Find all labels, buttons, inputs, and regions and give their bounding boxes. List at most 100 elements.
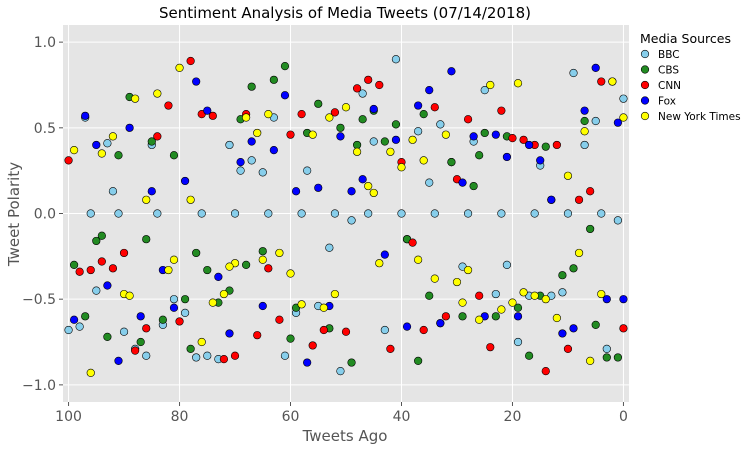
data-point-cnn [75, 267, 84, 276]
data-point-bbc [297, 209, 306, 218]
data-point-new-york-times [508, 298, 517, 307]
data-point-cnn [619, 324, 628, 333]
data-point-bbc [502, 260, 512, 270]
data-point-cbs [158, 315, 167, 324]
data-point-fox [247, 137, 256, 146]
data-point-fox [169, 303, 179, 312]
data-point-bbc [613, 216, 623, 225]
data-point-fox [414, 101, 423, 110]
data-point-bbc [619, 94, 628, 103]
legend-label: Fox [658, 96, 676, 108]
data-point-cbs [480, 128, 489, 138]
data-point-new-york-times [475, 315, 484, 324]
legend-label: CNN [658, 80, 681, 92]
data-point-cnn [97, 257, 106, 266]
data-points [64, 55, 628, 377]
data-point-bbc [569, 68, 578, 78]
data-point-cnn [497, 106, 506, 115]
data-point-new-york-times [563, 171, 573, 180]
data-point-new-york-times [219, 289, 229, 299]
data-point-fox [525, 140, 534, 150]
data-point-cbs [558, 271, 567, 280]
data-point-fox [580, 106, 589, 115]
data-point-fox [236, 157, 245, 167]
data-point-cbs [469, 181, 478, 191]
data-point-new-york-times [386, 147, 395, 156]
data-point-bbc [92, 286, 101, 295]
legend-item-new-york-times: New York Times [640, 111, 741, 123]
data-point-cbs [280, 62, 290, 71]
data-point-fox [69, 315, 79, 324]
data-point-cbs [103, 332, 112, 341]
data-point-fox [203, 106, 212, 115]
data-point-bbc [103, 139, 112, 148]
y-axis-label: Tweet Polarity [5, 162, 23, 267]
data-point-new-york-times [408, 135, 417, 144]
data-point-cnn [563, 344, 573, 353]
data-point-new-york-times [619, 113, 628, 122]
data-point-bbc [430, 209, 439, 218]
data-point-cbs [569, 264, 578, 273]
data-point-fox [336, 132, 345, 141]
x-tick-label: 100 [55, 409, 82, 425]
data-point-cbs [69, 260, 79, 270]
data-point-bbc [280, 351, 290, 360]
data-point-new-york-times [330, 289, 340, 299]
data-point-cnn [441, 312, 450, 321]
legend-item-cnn: CNN [640, 80, 681, 92]
data-point-bbc [153, 209, 162, 218]
data-point-cnn [142, 324, 151, 333]
data-point-cbs [314, 99, 323, 108]
y-tick-label: −1.0 [22, 378, 56, 394]
data-point-fox [225, 329, 234, 338]
data-point-bbc [264, 209, 273, 218]
data-point-cnn [486, 343, 495, 352]
data-point-cnn [586, 187, 595, 196]
data-point-new-york-times [108, 132, 118, 141]
data-point-bbc [558, 288, 567, 297]
data-point-cnn [286, 130, 295, 139]
data-point-fox [291, 187, 301, 196]
data-point-fox [180, 176, 190, 186]
data-point-new-york-times [175, 63, 184, 72]
data-point-bbc [591, 116, 600, 126]
data-point-cnn [574, 195, 584, 204]
data-point-fox [436, 319, 445, 328]
data-point-cnn [186, 56, 195, 66]
data-point-fox [125, 123, 134, 132]
data-point-cbs [242, 260, 251, 270]
data-point-cbs [491, 312, 500, 321]
data-point-bbc [491, 289, 500, 299]
data-point-new-york-times [369, 188, 378, 198]
data-point-cbs [425, 291, 434, 300]
legend-item-cbs: CBS [640, 65, 679, 77]
data-point-cbs [136, 337, 145, 347]
data-point-cnn [552, 140, 561, 150]
data-point-cnn [375, 80, 384, 90]
data-point-bbc [197, 209, 206, 218]
data-point-fox [192, 77, 201, 86]
data-point-fox [447, 67, 456, 76]
data-point-fox [602, 295, 611, 304]
data-point-cnn [275, 315, 284, 324]
data-point-fox [547, 195, 556, 204]
data-point-new-york-times [197, 337, 206, 347]
data-point-cnn [364, 75, 373, 84]
data-point-bbc [169, 295, 179, 304]
data-point-new-york-times [441, 130, 450, 139]
data-point-new-york-times [325, 113, 334, 122]
x-tick-label: 0 [619, 409, 628, 425]
data-point-bbc [364, 209, 373, 218]
data-point-cbs [525, 351, 534, 360]
data-point-new-york-times [97, 149, 106, 158]
x-tick-label: 20 [504, 409, 522, 425]
data-point-fox [391, 135, 401, 144]
data-point-cnn [330, 108, 340, 117]
data-point-new-york-times [552, 313, 561, 323]
data-point-bbc [463, 209, 473, 218]
data-point-cbs [586, 224, 595, 234]
legend-label: New York Times [658, 111, 741, 123]
data-point-bbc [497, 209, 506, 218]
series-new-york-times [69, 63, 628, 377]
data-point-cbs [81, 312, 90, 321]
